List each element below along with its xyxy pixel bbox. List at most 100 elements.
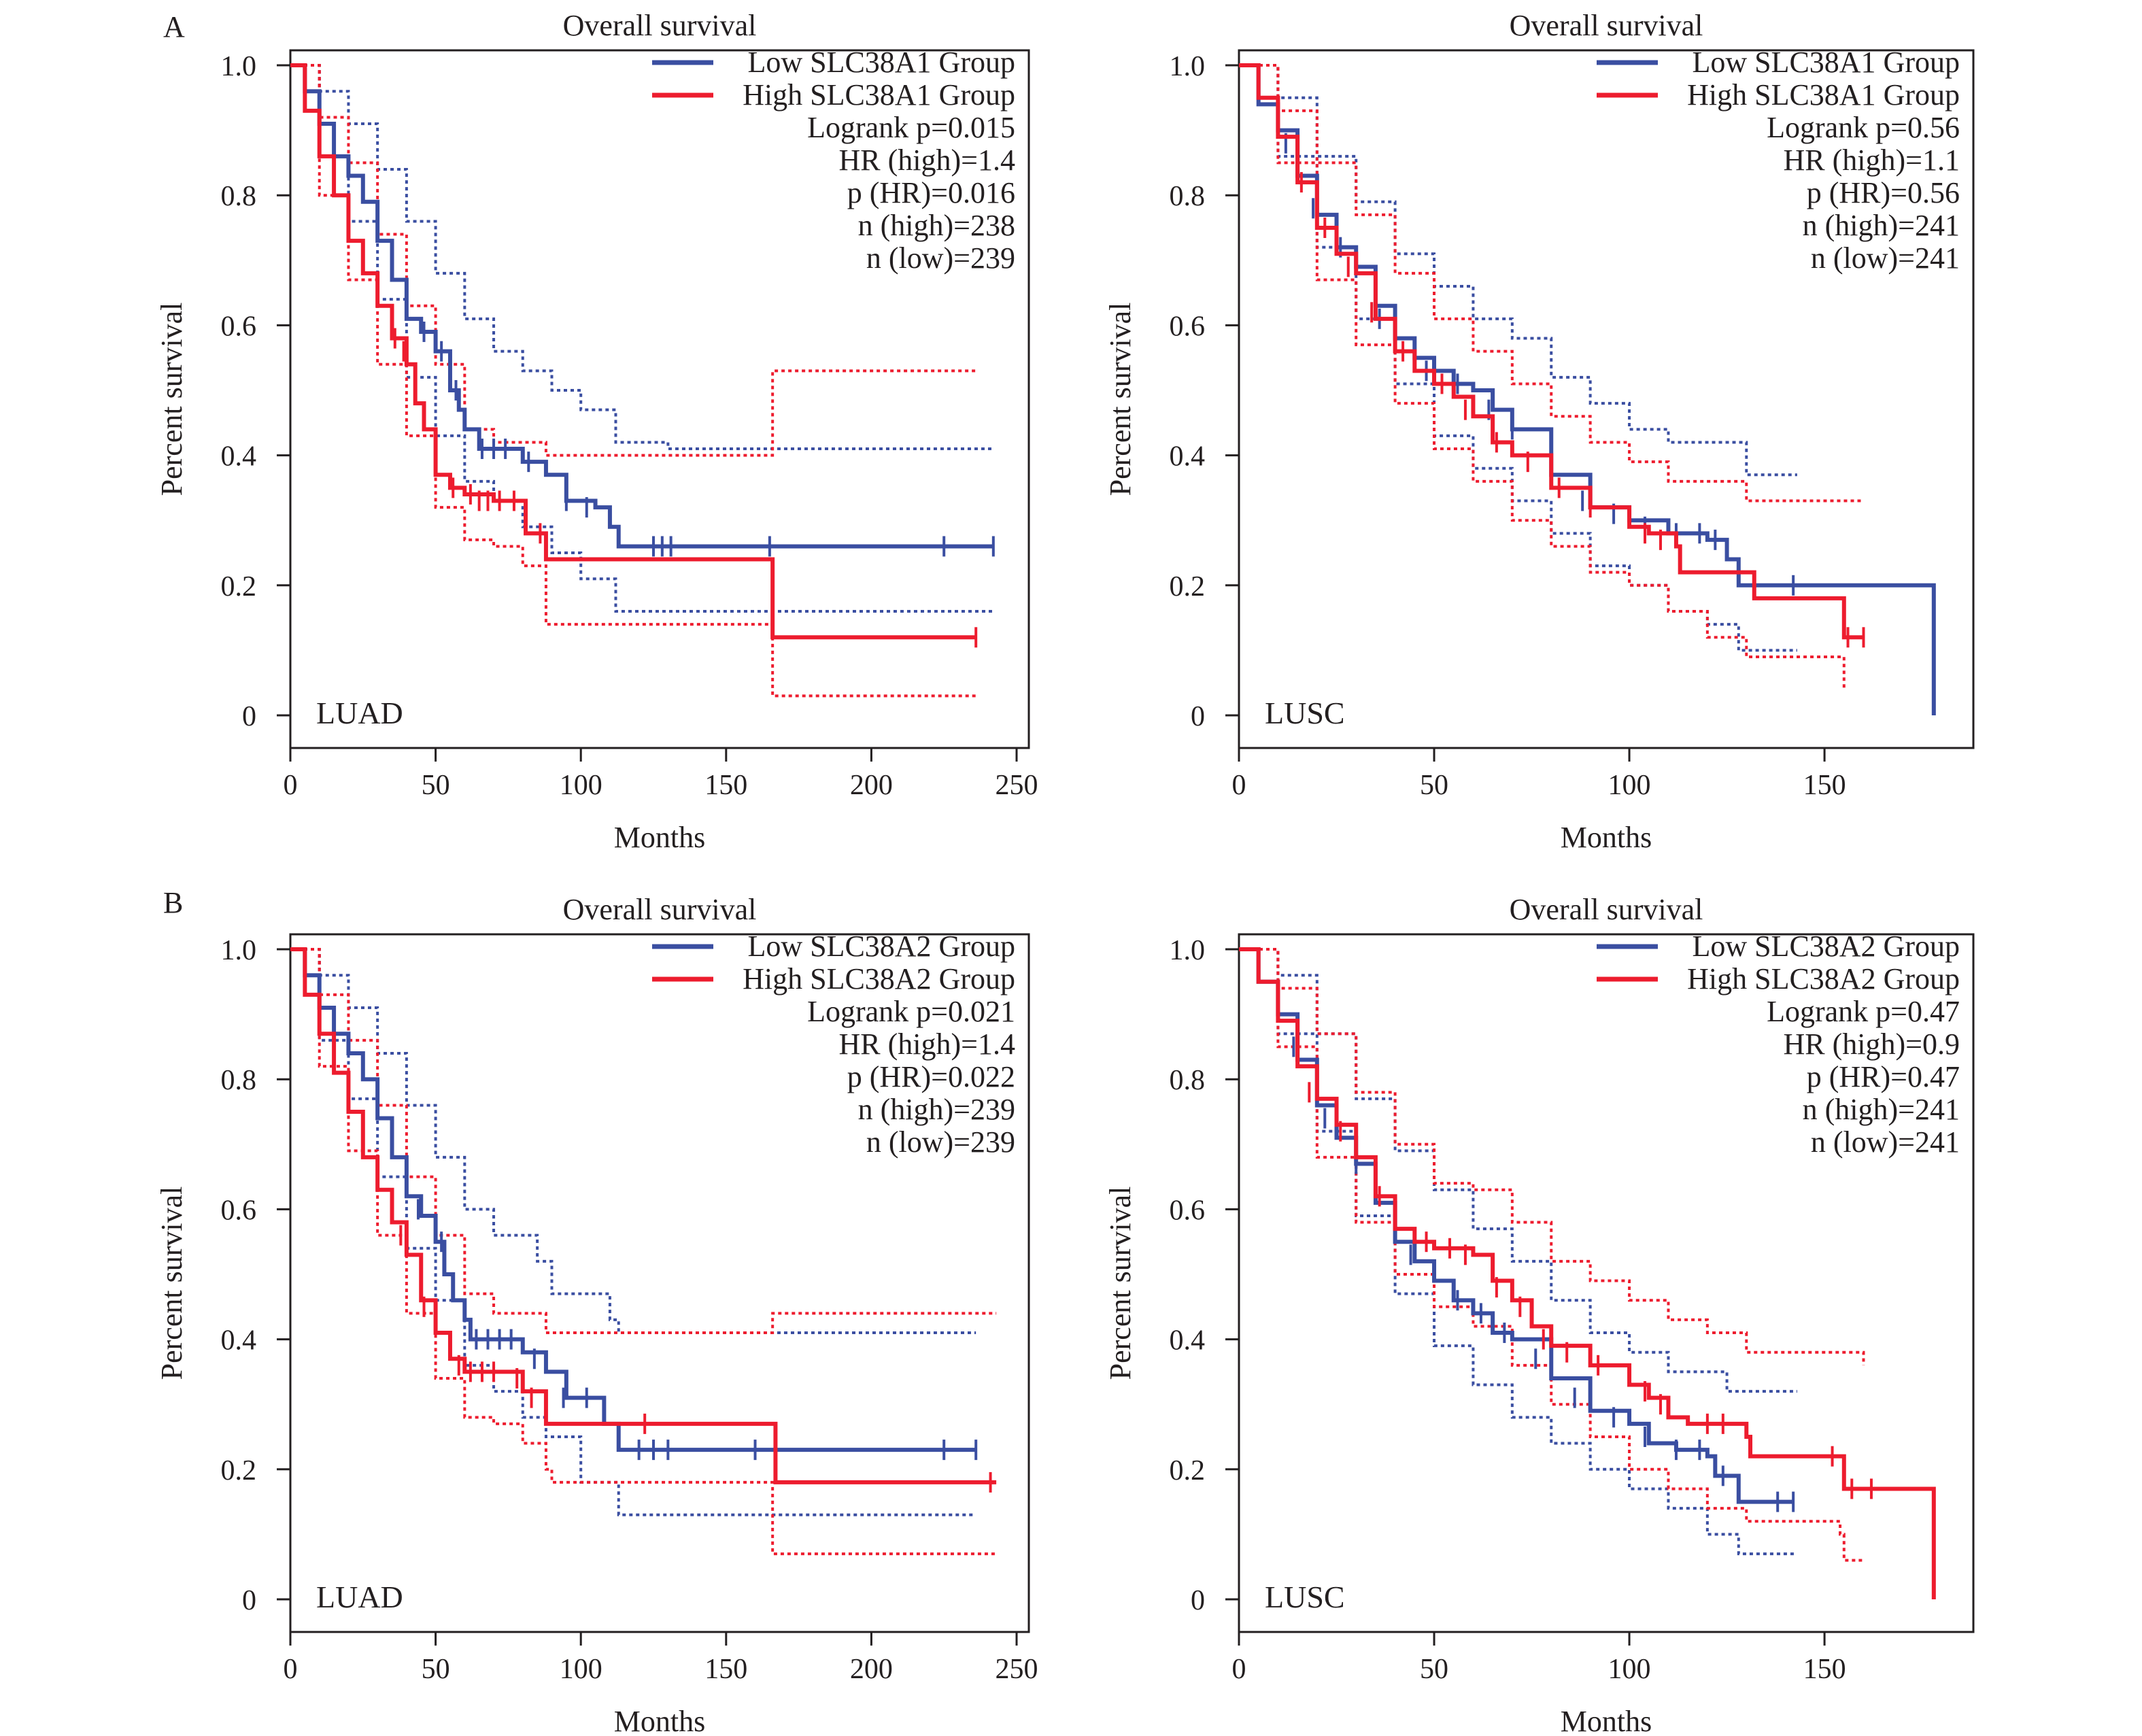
y-tick-label: 0.8	[221, 1065, 257, 1096]
x-tick-label: 50	[422, 1654, 450, 1685]
x-tick-label: 150	[704, 1654, 747, 1685]
confidence-band-low	[290, 64, 993, 613]
cancer-type-label: LUSC	[1265, 1580, 1345, 1614]
chart-panel-a-luad: Overall survival 0 0.2 0.4 0.6 0.8 1.0 0 50 100 15…	[155, 9, 1038, 854]
confidence-band-high	[1239, 64, 1864, 503]
panel-label-a: A	[163, 10, 185, 44]
stat-label: p (HR)=0.022	[847, 1060, 1015, 1093]
stat-label: Logrank p=0.021	[807, 995, 1015, 1028]
y-tick-label: 0.6	[1170, 1195, 1206, 1226]
stat-label: n (high)=241	[1803, 209, 1960, 242]
x-tick-label: 200	[850, 1654, 893, 1685]
y-axis-label: Percent survival	[1104, 303, 1137, 496]
legend-label-high: High SLC38A1 Group	[1687, 78, 1960, 112]
y-tick-label: 1.0	[221, 935, 257, 966]
y-tick-label: 0	[242, 1585, 256, 1616]
x-tick-label: 100	[1608, 1654, 1651, 1685]
survival-curve-low	[290, 947, 976, 1452]
confidence-band-high	[290, 948, 997, 1335]
x-axis-label: Months	[1561, 1705, 1652, 1736]
x-tick-label: 100	[560, 1654, 602, 1685]
x-tick-label: 150	[1803, 770, 1846, 801]
cancer-type-label: LUAD	[316, 696, 403, 730]
confidence-band-low	[290, 64, 993, 451]
stat-label: p (HR)=0.47	[1807, 1060, 1960, 1093]
y-tick-label: 0.4	[1170, 1325, 1206, 1357]
stat-label: n (high)=241	[1803, 1093, 1960, 1126]
x-tick-label: 100	[1608, 770, 1651, 801]
x-axis-label: Months	[614, 821, 705, 854]
survival-curve-high	[290, 947, 997, 1484]
plot-frame	[1238, 49, 1975, 749]
y-tick-label: 0.2	[221, 1455, 257, 1486]
x-tick-label: 250	[996, 770, 1038, 801]
legend-label-low: Low SLC38A1 Group	[1692, 46, 1960, 79]
chart-panel-a-lusc: Overall survival 0 0.2 0.4 0.6 0.8 1.0 0 50 100 15…	[1104, 9, 1975, 854]
y-tick-label: 0.4	[221, 441, 257, 473]
stat-label: n (high)=239	[858, 1093, 1015, 1126]
stat-label: Logrank p=0.56	[1767, 111, 1960, 144]
y-tick-label: 0.4	[1170, 441, 1206, 473]
x-tick-label: 50	[1420, 770, 1448, 801]
stat-label: HR (high)=1.4	[839, 143, 1015, 177]
legend-label-high: High SLC38A2 Group	[1687, 962, 1960, 995]
y-tick-label: 0	[1191, 701, 1205, 732]
y-tick-label: 0.2	[1170, 571, 1206, 602]
stat-label: n (low)=239	[866, 1125, 1015, 1159]
x-tick-label: 50	[422, 770, 450, 801]
legend-label-low: Low SLC38A1 Group	[747, 46, 1015, 79]
confidence-band-high	[1239, 948, 1864, 1562]
stat-label: HR (high)=1.4	[839, 1027, 1015, 1061]
cancer-type-label: LUSC	[1265, 696, 1345, 730]
legend-label-low: Low SLC38A2 Group	[1692, 930, 1960, 963]
survival-curve-high	[290, 63, 976, 640]
x-axis-label: Months	[614, 1705, 705, 1736]
stat-label: p (HR)=0.016	[847, 176, 1015, 209]
y-axis-label: Percent survival	[155, 303, 188, 496]
confidence-band-low	[1239, 948, 1797, 1393]
chart-panel-b-lusc: Overall survival 0 0.2 0.4 0.6 0.8 1.0 0 50 100 15…	[1104, 893, 1975, 1736]
legend-label-low: Low SLC38A2 Group	[747, 930, 1015, 963]
legend-label-high: High SLC38A2 Group	[743, 962, 1015, 995]
cancer-type-label: LUAD	[316, 1580, 403, 1614]
x-axis-label: Months	[1561, 821, 1652, 854]
stat-label: n (low)=241	[1811, 1125, 1960, 1159]
survival-curve-low	[1239, 947, 1794, 1504]
confidence-band-low	[1239, 64, 1797, 652]
x-tick-label: 200	[850, 770, 893, 801]
confidence-band-high	[290, 948, 997, 1556]
x-tick-label: 0	[1232, 1654, 1246, 1685]
y-tick-label: 0	[242, 701, 256, 732]
stat-label: Logrank p=0.47	[1767, 995, 1960, 1028]
plot-frame	[289, 49, 1030, 749]
x-tick-label: 100	[560, 770, 602, 801]
chart-title: Overall survival	[563, 893, 757, 926]
plot-frame	[289, 933, 1030, 1633]
y-tick-label: 1.0	[1170, 51, 1206, 82]
y-tick-label: 0.6	[221, 1195, 257, 1226]
y-tick-label: 0.6	[221, 311, 257, 342]
stat-label: n (low)=241	[1811, 241, 1960, 275]
chart-panel-b-luad: Overall survival 0 0.2 0.4 0.6 0.8 1.0 0 50 100 15…	[155, 893, 1038, 1736]
x-tick-label: 0	[284, 770, 298, 801]
y-tick-label: 1.0	[221, 51, 257, 82]
y-tick-label: 0.8	[1170, 1065, 1206, 1096]
y-tick-label: 0.6	[1170, 311, 1206, 342]
y-tick-label: 0.8	[221, 181, 257, 212]
y-tick-label: 0.4	[221, 1325, 257, 1357]
y-tick-label: 0.2	[221, 571, 257, 602]
confidence-band-high	[1239, 948, 1865, 1365]
chart-title: Overall survival	[1510, 9, 1703, 42]
y-axis-label: Percent survival	[1104, 1187, 1137, 1380]
chart-title: Overall survival	[563, 9, 757, 42]
y-tick-label: 0.8	[1170, 181, 1206, 212]
y-tick-label: 0	[1191, 1585, 1205, 1616]
x-tick-label: 0	[284, 1654, 298, 1685]
x-tick-label: 0	[1232, 770, 1246, 801]
stat-label: Logrank p=0.015	[807, 111, 1015, 144]
panel-label-b: B	[163, 886, 184, 919]
confidence-band-high	[290, 64, 976, 457]
x-tick-label: 150	[704, 770, 747, 801]
confidence-band-low	[1239, 64, 1797, 477]
